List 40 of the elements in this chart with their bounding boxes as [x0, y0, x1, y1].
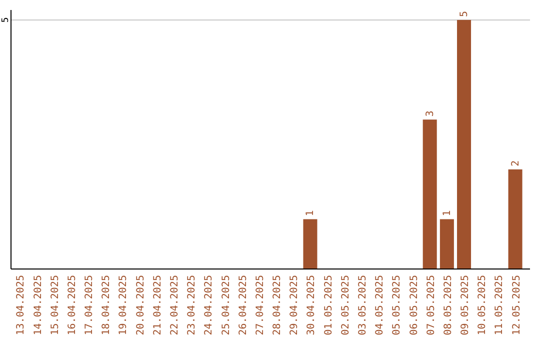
x-tick-label: 08.05.2025: [442, 275, 454, 336]
x-tick-label: 23.04.2025: [186, 275, 198, 336]
x-tick-label: 09.05.2025: [460, 275, 472, 336]
x-tick-label: 10.05.2025: [477, 275, 488, 336]
x-tick-label: 11.05.2025: [494, 275, 506, 336]
x-tick-label: 02.05.2025: [340, 275, 352, 336]
bar: [508, 169, 522, 269]
x-tick-label: 27.04.2025: [254, 275, 266, 336]
data-label: 1: [442, 210, 453, 216]
x-tick-label: 30.04.2025: [306, 275, 318, 336]
x-tick-label: 22.04.2025: [170, 275, 181, 336]
x-tick-label: 04.05.2025: [374, 275, 386, 336]
x-tick-label: 28.04.2025: [272, 275, 284, 336]
data-label: 3: [424, 110, 436, 117]
x-tick-label: 12.05.2025: [511, 275, 522, 336]
x-tick-label: 24.04.2025: [204, 275, 215, 336]
x-tick-label: 16.04.2025: [66, 275, 78, 336]
x-tick-label: 03.05.2025: [357, 275, 368, 336]
x-tick-label: 19.04.2025: [118, 275, 130, 336]
data-label: 2: [510, 160, 522, 166]
x-tick-label: 25.04.2025: [220, 275, 232, 336]
x-tick-label: 06.05.2025: [408, 275, 420, 336]
x-tick-label: 17.04.2025: [84, 275, 96, 336]
x-tick-label: 05.05.2025: [392, 275, 403, 336]
x-tick-label: 07.05.2025: [426, 275, 437, 336]
x-tick-label: 20.04.2025: [135, 275, 146, 336]
bar: [440, 219, 454, 269]
bar: [457, 20, 472, 269]
x-tick-label: 01.05.2025: [323, 275, 334, 336]
x-tick-label: 29.04.2025: [289, 275, 300, 336]
data-label: 5: [459, 10, 470, 17]
x-tick-label: 14.04.2025: [32, 275, 44, 336]
bar: [422, 120, 437, 269]
x-tick-label: 26.04.2025: [238, 275, 249, 336]
x-tick-label: 13.04.2025: [16, 275, 27, 336]
data-label: 1: [305, 210, 316, 216]
x-tick-label: 21.04.2025: [152, 275, 164, 336]
bar: [303, 219, 318, 269]
x-tick-label: 15.04.2025: [50, 275, 61, 336]
x-tick-label: 18.04.2025: [101, 275, 112, 336]
